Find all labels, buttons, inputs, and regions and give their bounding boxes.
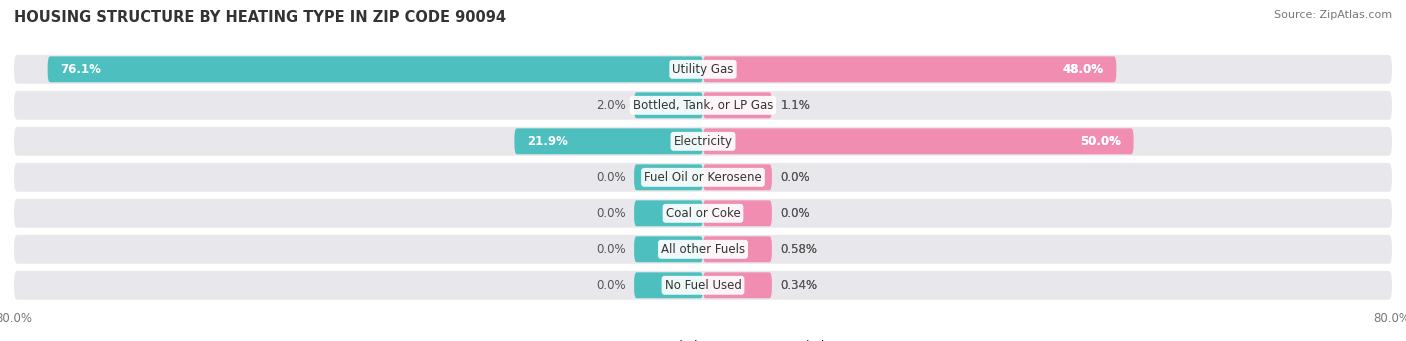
Text: Bottled, Tank, or LP Gas: Bottled, Tank, or LP Gas	[633, 99, 773, 112]
FancyBboxPatch shape	[634, 92, 703, 118]
FancyBboxPatch shape	[703, 92, 772, 118]
FancyBboxPatch shape	[703, 236, 772, 262]
Text: 1.1%: 1.1%	[780, 99, 810, 112]
FancyBboxPatch shape	[634, 164, 703, 190]
FancyBboxPatch shape	[703, 164, 772, 190]
Text: 0.0%: 0.0%	[596, 279, 626, 292]
Text: Utility Gas: Utility Gas	[672, 63, 734, 76]
Text: 0.0%: 0.0%	[596, 171, 626, 184]
Text: Source: ZipAtlas.com: Source: ZipAtlas.com	[1274, 10, 1392, 20]
FancyBboxPatch shape	[703, 201, 772, 226]
FancyBboxPatch shape	[14, 163, 1392, 192]
FancyBboxPatch shape	[14, 55, 1392, 84]
Text: 0.0%: 0.0%	[596, 243, 626, 256]
Text: 48.0%: 48.0%	[1063, 63, 1104, 76]
Text: 0.34%: 0.34%	[780, 279, 818, 292]
Text: 76.1%: 76.1%	[60, 63, 101, 76]
FancyBboxPatch shape	[703, 272, 772, 298]
FancyBboxPatch shape	[14, 199, 1392, 228]
FancyBboxPatch shape	[48, 56, 703, 82]
FancyBboxPatch shape	[703, 128, 1133, 154]
Text: 0.58%: 0.58%	[780, 243, 817, 256]
FancyBboxPatch shape	[703, 56, 1116, 82]
Text: All other Fuels: All other Fuels	[661, 243, 745, 256]
Text: 0.0%: 0.0%	[780, 171, 810, 184]
Text: 0.0%: 0.0%	[596, 207, 626, 220]
FancyBboxPatch shape	[14, 91, 1392, 120]
Text: 50.0%: 50.0%	[1080, 135, 1121, 148]
Text: 21.9%: 21.9%	[527, 135, 568, 148]
FancyBboxPatch shape	[634, 272, 703, 298]
FancyBboxPatch shape	[14, 127, 1392, 156]
Text: No Fuel Used: No Fuel Used	[665, 279, 741, 292]
Text: 2.0%: 2.0%	[596, 99, 626, 112]
Text: 0.0%: 0.0%	[780, 207, 810, 220]
Text: HOUSING STRUCTURE BY HEATING TYPE IN ZIP CODE 90094: HOUSING STRUCTURE BY HEATING TYPE IN ZIP…	[14, 10, 506, 25]
Text: 50.0%: 50.0%	[1080, 135, 1121, 148]
FancyBboxPatch shape	[634, 236, 703, 262]
Text: Electricity: Electricity	[673, 135, 733, 148]
Text: 48.0%: 48.0%	[1063, 63, 1104, 76]
Text: Fuel Oil or Kerosene: Fuel Oil or Kerosene	[644, 171, 762, 184]
Text: 0.34%: 0.34%	[780, 279, 818, 292]
Text: 0.58%: 0.58%	[780, 243, 817, 256]
FancyBboxPatch shape	[515, 128, 703, 154]
Text: 0.0%: 0.0%	[780, 171, 810, 184]
FancyBboxPatch shape	[14, 235, 1392, 264]
FancyBboxPatch shape	[14, 271, 1392, 300]
Text: 0.0%: 0.0%	[780, 207, 810, 220]
FancyBboxPatch shape	[634, 201, 703, 226]
Text: Coal or Coke: Coal or Coke	[665, 207, 741, 220]
Text: 1.1%: 1.1%	[780, 99, 810, 112]
Legend: Owner-occupied, Renter-occupied: Owner-occupied, Renter-occupied	[576, 336, 830, 341]
